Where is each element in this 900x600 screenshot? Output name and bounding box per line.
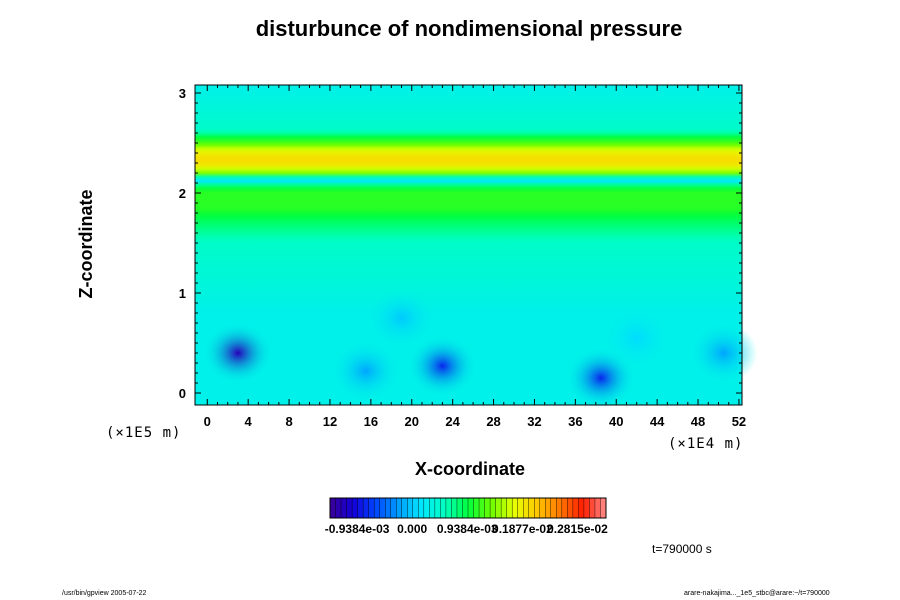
x-axis-label: X-coordinate bbox=[414, 459, 525, 479]
x-tick-label: 36 bbox=[568, 414, 582, 429]
colorbar-segment bbox=[412, 497, 419, 519]
colorbar-tick-label: 0.000 bbox=[397, 522, 427, 536]
heatmap-minimum bbox=[367, 288, 436, 348]
colorbar-segment bbox=[335, 497, 342, 519]
heatmap-minimum bbox=[408, 336, 477, 396]
heatmap-minimum bbox=[203, 323, 272, 383]
colorbar-segment bbox=[418, 497, 425, 519]
colorbar-segment bbox=[385, 497, 392, 519]
x-tick-label: 20 bbox=[405, 414, 419, 429]
colorbar-segment bbox=[550, 497, 557, 519]
heatmap-minimum bbox=[331, 341, 400, 401]
x-tick-label: 24 bbox=[445, 414, 460, 429]
colorbar-segment bbox=[561, 497, 568, 519]
colorbar-segment bbox=[329, 497, 337, 519]
colorbar-segment bbox=[456, 497, 463, 519]
colorbar-tick-label: 0.9384e-03 bbox=[437, 522, 498, 536]
colorbar-segment bbox=[390, 497, 397, 519]
x-tick-label: 8 bbox=[285, 414, 292, 429]
x-tick-label: 4 bbox=[245, 414, 253, 429]
colorbar-segment bbox=[462, 497, 469, 519]
colorbar-segment bbox=[379, 497, 386, 519]
y-tick-label: 0 bbox=[179, 386, 186, 401]
colorbar-segment bbox=[528, 497, 535, 519]
colorbar-segment bbox=[368, 497, 375, 519]
y-unit-label: (×1E5 m) bbox=[106, 425, 182, 441]
colorbar-segment bbox=[517, 497, 524, 519]
colorbar-segment bbox=[511, 497, 519, 519]
y-axis-label: Z-coordinate bbox=[76, 189, 96, 299]
heatmap-minimum bbox=[689, 323, 758, 383]
colorbar-segment bbox=[445, 497, 452, 519]
colorbar-segment bbox=[346, 497, 353, 519]
x-tick-label: 32 bbox=[527, 414, 541, 429]
y-tick-label: 1 bbox=[179, 286, 186, 301]
chart-title: disturbunce of nondimensional pressure bbox=[255, 16, 683, 41]
heatmap-minimum bbox=[602, 308, 671, 368]
plot-frame bbox=[194, 84, 743, 406]
colorbar-segment bbox=[429, 497, 436, 519]
colorbar-segment bbox=[523, 497, 530, 519]
x-tick-label: 48 bbox=[691, 414, 705, 429]
colorbar-segment bbox=[500, 497, 508, 519]
colorbar-segment bbox=[506, 497, 513, 519]
colorbar-segment bbox=[572, 497, 579, 519]
time-annotation: t=790000 s bbox=[652, 542, 712, 556]
colorbar-segment bbox=[401, 497, 408, 519]
colorbar-segment bbox=[600, 497, 607, 519]
colorbar-segment bbox=[545, 497, 552, 519]
colorbar-segment bbox=[495, 497, 502, 519]
colorbar: -0.9384e-03 0.000 0.9384e-030.1877e-020.28… bbox=[325, 497, 608, 536]
colorbar-segment bbox=[396, 497, 403, 519]
x-tick-label: 28 bbox=[486, 414, 500, 429]
colorbar-segment bbox=[362, 497, 370, 519]
y-tick-label: 2 bbox=[179, 186, 186, 201]
colorbar-segment bbox=[534, 497, 541, 519]
colorbar-tick-label: 0.2815e-02 bbox=[547, 522, 608, 536]
colorbar-tick-label: 0.1877e-02 bbox=[492, 522, 553, 536]
colorbar-segment bbox=[351, 497, 359, 519]
colorbar-segment bbox=[467, 497, 475, 519]
colorbar-segment bbox=[539, 497, 546, 519]
colorbar-segment bbox=[556, 497, 563, 519]
colorbar-segment bbox=[567, 497, 574, 519]
x-tick-label: 0 bbox=[204, 414, 211, 429]
colorbar-segment bbox=[578, 497, 585, 519]
colorbar-segment bbox=[484, 497, 491, 519]
colorbar-segment bbox=[473, 497, 480, 519]
colorbar-segment bbox=[423, 497, 430, 519]
x-tick-label: 44 bbox=[650, 414, 665, 429]
colorbar-frame bbox=[329, 497, 607, 519]
colorbar-segment bbox=[434, 497, 441, 519]
heatmap-field bbox=[195, 85, 758, 408]
colorbar-segment bbox=[357, 497, 364, 519]
x-tick-label: 40 bbox=[609, 414, 623, 429]
colorbar-segment bbox=[589, 497, 596, 519]
footer-left: /usr/bin/gpview 2005-07-22 bbox=[62, 590, 147, 597]
x-tick-label: 16 bbox=[364, 414, 378, 429]
colorbar-tick-label: -0.9384e-03 bbox=[325, 522, 390, 536]
colorbar-segment bbox=[407, 497, 414, 519]
colorbar-segment bbox=[440, 497, 447, 519]
colorbar-segment bbox=[489, 497, 497, 519]
colorbar-segment bbox=[340, 497, 348, 519]
colorbar-segment bbox=[373, 497, 381, 519]
footer-right: arare-nakajima..._1e5_stbc@arare:~/t=790… bbox=[684, 590, 830, 597]
colorbar-segment bbox=[594, 497, 601, 519]
colorbar-segment bbox=[583, 497, 590, 519]
colorbar-segment bbox=[478, 497, 486, 519]
colorbar-segment bbox=[451, 497, 458, 519]
y-tick-label: 3 bbox=[179, 86, 186, 101]
heatmap-minimum bbox=[566, 348, 635, 408]
x-tick-label: 12 bbox=[323, 414, 337, 429]
x-unit-label: (×1E4 m) bbox=[668, 436, 744, 452]
x-tick-label: 52 bbox=[732, 414, 746, 429]
